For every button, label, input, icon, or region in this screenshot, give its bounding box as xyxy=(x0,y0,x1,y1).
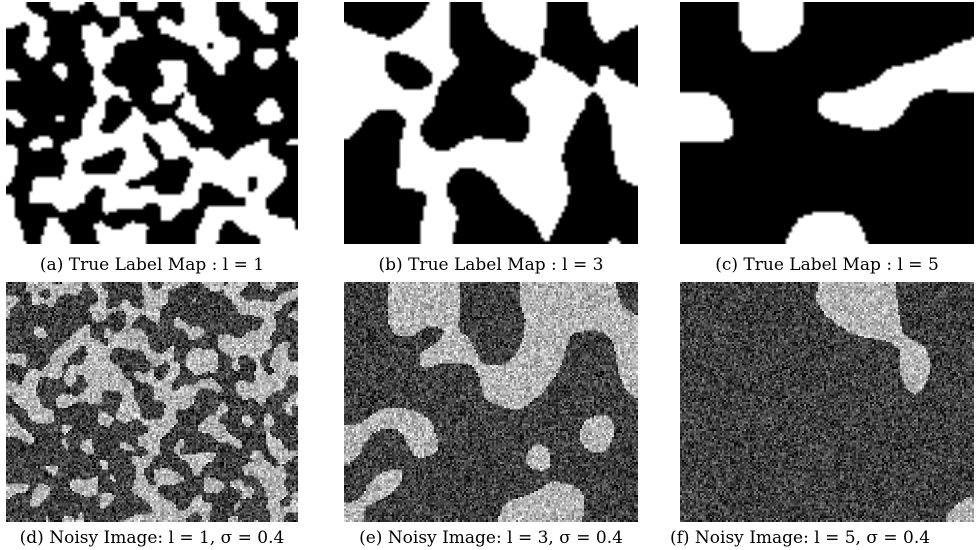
caption-b: (b) True Label Map : l = 3 xyxy=(378,255,604,275)
caption-c: (c) True Label Map : l = 5 xyxy=(715,255,939,275)
true-label-map-image-l3 xyxy=(344,2,638,244)
noisy-image-l3 xyxy=(344,282,638,522)
true-label-map-image-l1 xyxy=(6,2,298,244)
noisy-image-l5 xyxy=(680,282,974,522)
caption-a: (a) True Label Map : l = 1 xyxy=(39,255,265,275)
caption-f: (f) Noisy Image: l = 5, σ = 0.4 xyxy=(669,528,931,548)
noisy-image-l1 xyxy=(6,282,298,522)
caption-d: (d) Noisy Image: l = 1, σ = 0.4 xyxy=(19,528,285,548)
true-label-map-image-l5 xyxy=(680,2,974,244)
caption-e: (e) Noisy Image: l = 3, σ = 0.4 xyxy=(359,528,623,548)
